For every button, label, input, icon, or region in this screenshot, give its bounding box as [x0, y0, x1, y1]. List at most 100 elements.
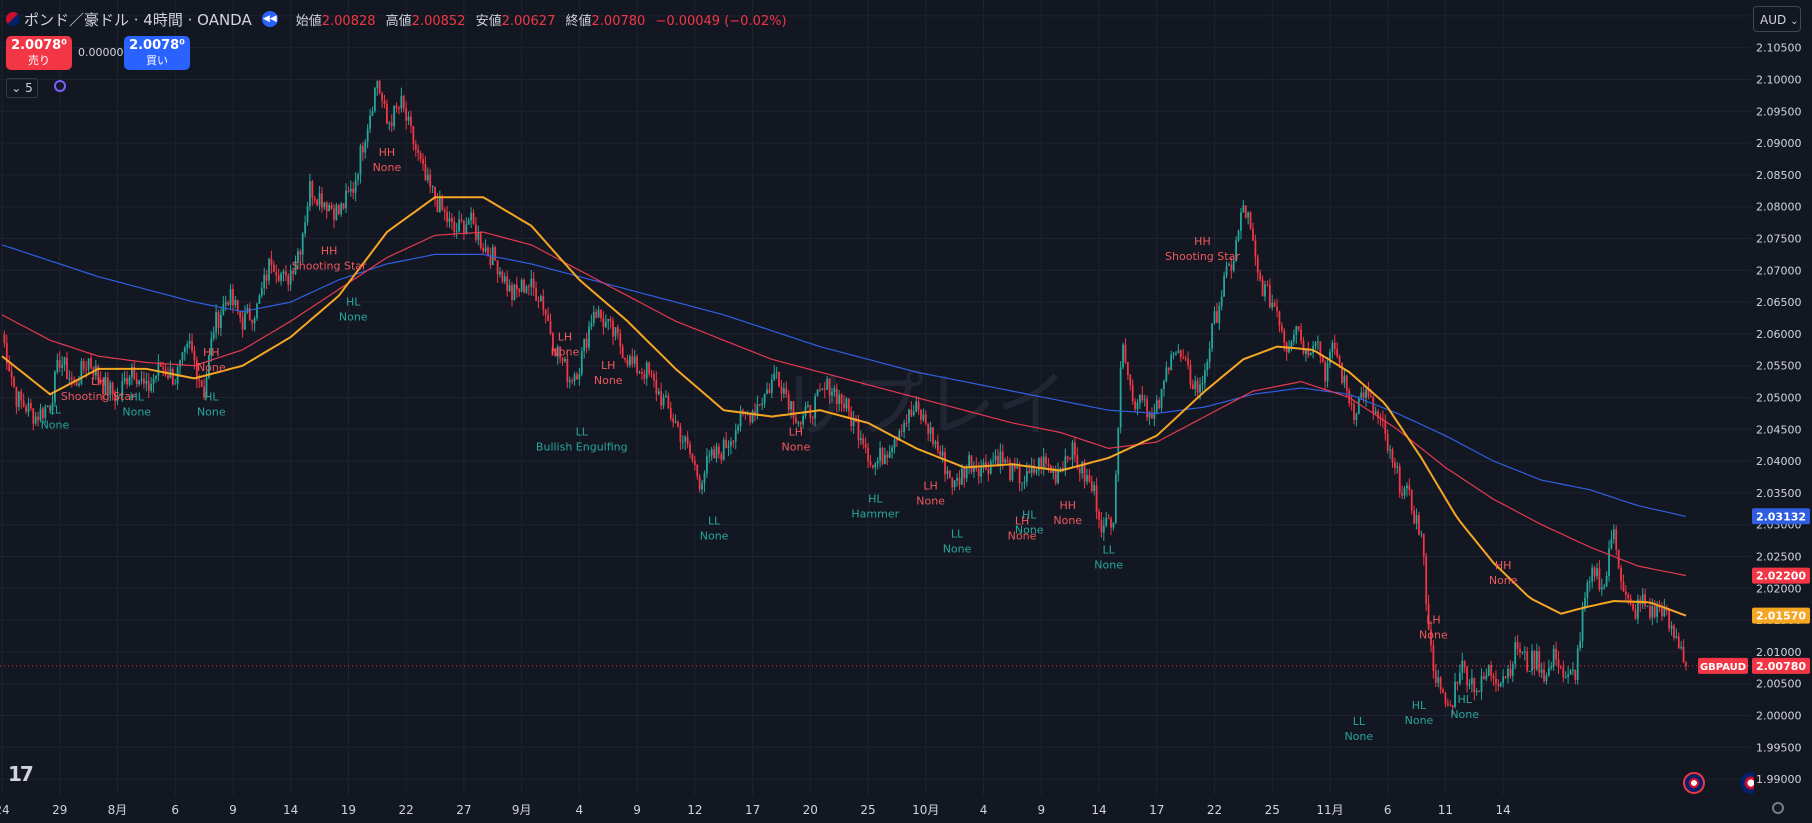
candle: [1511, 661, 1514, 683]
candle: [681, 435, 684, 449]
x-tick-label: 14: [283, 803, 298, 817]
candle: [641, 367, 643, 380]
candle: [106, 371, 109, 397]
candle: [1252, 222, 1254, 241]
symbol-badge-text: GBPAUD: [1700, 662, 1746, 673]
candle: [248, 302, 251, 322]
candle: [414, 140, 417, 157]
candle: [1470, 669, 1473, 693]
candle: [1425, 552, 1428, 611]
sell-button[interactable]: 2.0078⁰ 売り: [6, 36, 72, 70]
settings-icon[interactable]: [1772, 802, 1784, 814]
candle: [181, 351, 184, 366]
swing-label: LL: [708, 515, 721, 528]
replay-icon[interactable]: ◀◀: [261, 11, 278, 27]
candle: [10, 363, 13, 387]
swing-label: HL: [346, 295, 361, 308]
y-tick-label: 2.06000: [1756, 328, 1802, 341]
indicator-toggle[interactable]: ⌄ 5: [6, 78, 38, 98]
candle: [662, 393, 665, 409]
candle: [123, 370, 126, 385]
candle: [54, 370, 56, 407]
candle: [677, 420, 679, 428]
sell-label: 売り: [28, 54, 50, 67]
x-tick-label: 9月: [512, 803, 532, 817]
candle: [583, 338, 586, 359]
candle: [513, 283, 516, 301]
candle: [696, 463, 699, 480]
close-value: 2.00780: [591, 13, 646, 29]
candle: [1206, 358, 1209, 377]
candle: [710, 446, 713, 461]
candle: [886, 450, 889, 466]
candle: [1040, 456, 1043, 475]
candle: [900, 424, 903, 437]
candle: [782, 382, 785, 399]
candle: [1586, 579, 1589, 607]
y-tick-label: 2.05000: [1756, 392, 1802, 405]
candle: [660, 382, 663, 411]
candle: [1661, 602, 1663, 622]
candle: [1114, 470, 1117, 524]
candle: [386, 99, 388, 125]
candle: [1268, 278, 1271, 309]
candle: [104, 372, 107, 395]
low-value: 2.00627: [501, 13, 556, 29]
x-tick-label: 9: [633, 803, 641, 817]
candle: [537, 296, 540, 309]
candle: [535, 281, 537, 301]
price-axis[interactable]: 2.110002.105002.100002.095002.090002.085…: [1756, 10, 1802, 786]
candle: [1095, 477, 1098, 520]
candle: [477, 225, 480, 246]
price-axis-label-text: 2.00780: [1756, 660, 1806, 673]
buy-button[interactable]: 2.0078⁰ 買い: [124, 36, 190, 70]
candle: [653, 370, 655, 388]
candle: [25, 403, 27, 415]
x-tick-label: 25: [1265, 803, 1280, 817]
candle: [701, 479, 703, 495]
candle: [1110, 516, 1112, 536]
candle: [708, 450, 711, 464]
candle: [1372, 395, 1375, 421]
candle: [686, 431, 689, 449]
gear-icon[interactable]: [54, 80, 66, 92]
y-tick-label: 2.06500: [1756, 296, 1802, 309]
swing-label: LH: [91, 375, 105, 388]
candle: [1336, 342, 1339, 359]
candle: [643, 369, 646, 385]
candle: [1042, 447, 1045, 476]
currency-selector[interactable]: AUD ⌄: [1753, 6, 1801, 32]
candle: [1547, 659, 1550, 677]
candle: [592, 305, 595, 327]
candle: [609, 315, 612, 330]
candle: [799, 421, 802, 431]
candle: [1401, 485, 1404, 500]
candle: [571, 377, 574, 385]
candle: [400, 87, 403, 113]
candle: [87, 358, 90, 374]
candle: [51, 394, 54, 416]
high-value: 2.00852: [411, 13, 466, 29]
candle: [133, 361, 136, 381]
candle: [299, 249, 302, 263]
time-axis[interactable]: 24 29 8月 6 9 14 19 22 27 9月 4 9 12 17 20 25 10月 4 9 14 17 22 2…: [0, 803, 1511, 817]
symbol-title[interactable]: ポンド／豪ドル · 4時間 · OANDA: [24, 10, 252, 29]
candle: [1086, 468, 1088, 486]
candle: [973, 461, 975, 478]
candle: [402, 94, 405, 113]
candle: [713, 445, 715, 460]
uk-flag-icon[interactable]: [1740, 772, 1754, 794]
candle: [624, 357, 626, 363]
candle: [1624, 585, 1627, 602]
swing-label: HH: [379, 146, 396, 159]
candle: [1446, 698, 1449, 707]
swing-label: Hammer: [851, 507, 899, 520]
uk-flag-icon[interactable]: [1683, 772, 1705, 794]
candle: [1483, 671, 1485, 680]
swing-label: Shooting Star: [1165, 250, 1240, 263]
candle: [1458, 664, 1461, 686]
candle: [1112, 522, 1115, 531]
candle: [1456, 681, 1459, 691]
swing-label: LH: [1015, 515, 1029, 528]
